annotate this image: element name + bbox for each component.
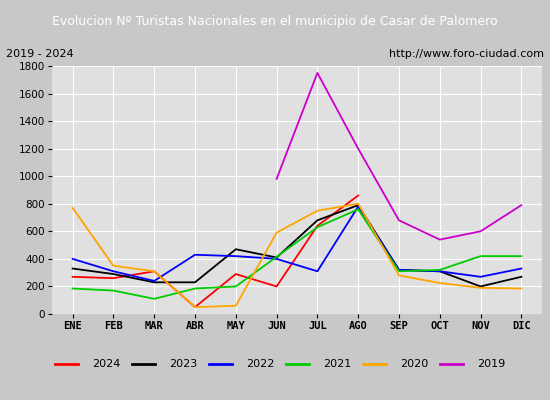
Text: 2022: 2022 bbox=[246, 359, 274, 369]
Text: 2020: 2020 bbox=[400, 359, 428, 369]
Text: 2019: 2019 bbox=[477, 359, 505, 369]
Text: 2024: 2024 bbox=[92, 359, 120, 369]
Text: 2019 - 2024: 2019 - 2024 bbox=[6, 49, 73, 59]
Text: http://www.foro-ciudad.com: http://www.foro-ciudad.com bbox=[389, 49, 544, 59]
Text: 2023: 2023 bbox=[169, 359, 197, 369]
Text: Evolucion Nº Turistas Nacionales en el municipio de Casar de Palomero: Evolucion Nº Turistas Nacionales en el m… bbox=[52, 14, 498, 28]
Text: 2021: 2021 bbox=[323, 359, 351, 369]
